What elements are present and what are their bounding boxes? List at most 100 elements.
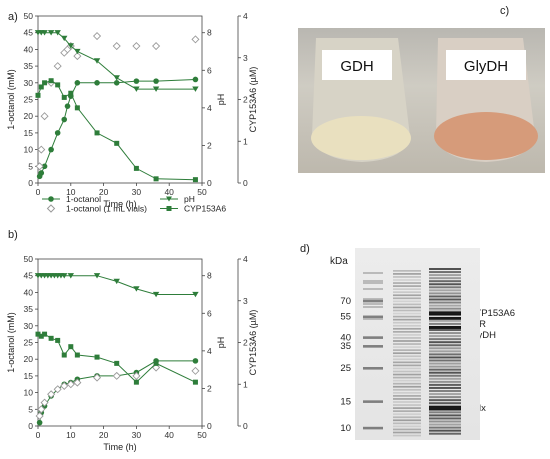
glydh-lane-band <box>429 344 461 347</box>
x-tick-label: 10 <box>66 430 76 440</box>
y-tick-label: 5 <box>28 161 33 171</box>
series-cyp153a6-point <box>114 360 120 366</box>
glydh-lane-band <box>429 359 461 362</box>
cyp-axis-label: CYP153A6 (µM) <box>248 310 258 376</box>
glydh-lane-band <box>429 307 461 310</box>
gdh-lane-band <box>393 358 421 361</box>
series-cyp153a6-point <box>192 379 198 385</box>
series-cyp153a6-point <box>68 344 74 350</box>
gdh-lane-band <box>393 270 421 272</box>
series-1-octanol-1-ml-vials-point <box>112 371 121 380</box>
series-ph-point <box>93 273 101 279</box>
series-cyp153a6-point <box>114 140 120 146</box>
gdh-lane-band <box>393 431 421 434</box>
y-tick-label: 45 <box>24 271 34 281</box>
cyp-tick-label: 0 <box>243 178 248 188</box>
marker-band <box>363 303 383 305</box>
x-tick-label: 50 <box>197 187 207 197</box>
gdh-lane-band <box>393 410 421 412</box>
series-1-octanol-point <box>94 80 100 86</box>
marker-band <box>363 318 383 320</box>
series-1-octanol-1-ml-vials-point <box>37 145 46 154</box>
series-cyp153a6-point <box>38 333 44 339</box>
cyp-tick-label: 2 <box>243 338 248 348</box>
series-1-octanol-1-ml-vials-point <box>35 411 44 421</box>
series-1-octanol-1-ml-vials <box>35 363 200 421</box>
series-1-octanol-1-ml-vials-point <box>191 35 200 44</box>
series-1-octanol-1-ml-vials-point <box>152 42 161 51</box>
series-1-octanol-1-ml-vials-point <box>112 42 121 51</box>
y-tick-label: 15 <box>24 371 34 381</box>
series-ph-point <box>54 30 61 36</box>
cyp-tick-label: 4 <box>243 11 248 21</box>
cyp-tick-label: 2 <box>243 95 248 105</box>
gdh-label-card <box>322 50 392 80</box>
glydh-lane-band <box>429 350 461 353</box>
y-tick-label: 5 <box>28 404 33 414</box>
glydh-lane-band <box>429 383 461 386</box>
glydh-label-card <box>446 50 526 80</box>
series-ph-point <box>133 286 140 292</box>
cyp-tick-label: 4 <box>243 254 248 264</box>
gdh-lane-band <box>393 340 421 342</box>
x-tick-label: 30 <box>132 187 142 197</box>
x-axis-label: Time (h) <box>103 442 136 452</box>
glydh-lane-band <box>429 396 461 399</box>
glydh-lane-band <box>429 289 461 292</box>
gdh-lane-band <box>393 297 421 300</box>
y-tick-label: 0 <box>28 421 33 431</box>
series-1-octanol-point <box>133 78 140 84</box>
cyp-tick-label: 1 <box>243 136 248 146</box>
gdh-lane-band <box>393 382 421 385</box>
gdh-culture <box>311 116 411 160</box>
glydh-lane-band <box>429 277 461 280</box>
glydh-lane-band <box>429 420 461 423</box>
sds-gel <box>355 248 480 440</box>
series-1-octanol-point <box>38 170 45 176</box>
marker-band <box>363 306 383 308</box>
glydh-lane-band <box>429 386 461 389</box>
glydh-lane-band <box>429 271 461 274</box>
glydh-lane-band <box>429 338 461 341</box>
flask-photo: GDH GlyDH <box>298 28 545 173</box>
x-tick-label: 10 <box>66 187 76 197</box>
series-1-octanol-point <box>64 103 71 109</box>
cyp-tick-label: 0 <box>243 421 248 431</box>
glydh-lane-band <box>429 341 461 344</box>
ph-tick-label: 0 <box>207 421 212 431</box>
marker-band <box>363 426 383 430</box>
series-cyp153a6 <box>35 78 198 183</box>
gdh-label: GDH <box>340 58 373 75</box>
glydh-lane-band <box>429 301 461 304</box>
glydh-strong-band <box>429 406 461 411</box>
marker-band <box>363 280 383 282</box>
ph-tick-label: 8 <box>207 28 212 38</box>
gdh-lane-band <box>393 370 421 373</box>
gdh-lane-band <box>393 276 421 278</box>
gdh-lane-band <box>393 434 421 437</box>
gdh-lane-band <box>393 428 421 431</box>
glydh-lane-band <box>429 322 461 325</box>
gdh-lane-band <box>393 392 421 394</box>
series-cyp153a6-point <box>55 82 61 88</box>
glydh-lane-band <box>429 298 461 301</box>
series-ph-point <box>152 291 160 298</box>
glydh-lane-band <box>429 365 461 368</box>
gdh-lane-band <box>393 337 421 339</box>
glydh-lane-band <box>429 332 461 335</box>
marker-band <box>363 366 383 370</box>
series-cyp153a6-point <box>38 84 44 90</box>
series-cyp153a6-point <box>61 94 67 100</box>
glydh-lane-band <box>429 362 461 365</box>
ph-axis-label: pH <box>216 337 226 349</box>
gdh-lane-band <box>393 401 421 403</box>
gdh-lane-band <box>393 416 421 419</box>
ph-tick-label: 0 <box>207 178 212 188</box>
glydh-lane-band <box>429 295 461 298</box>
y-tick-label: 50 <box>24 11 34 21</box>
legend-octanol: 1-octanol <box>42 194 101 204</box>
gdh-lane-band <box>393 294 421 297</box>
series-ph-point <box>152 86 160 92</box>
glydh-lane-band <box>429 286 461 289</box>
